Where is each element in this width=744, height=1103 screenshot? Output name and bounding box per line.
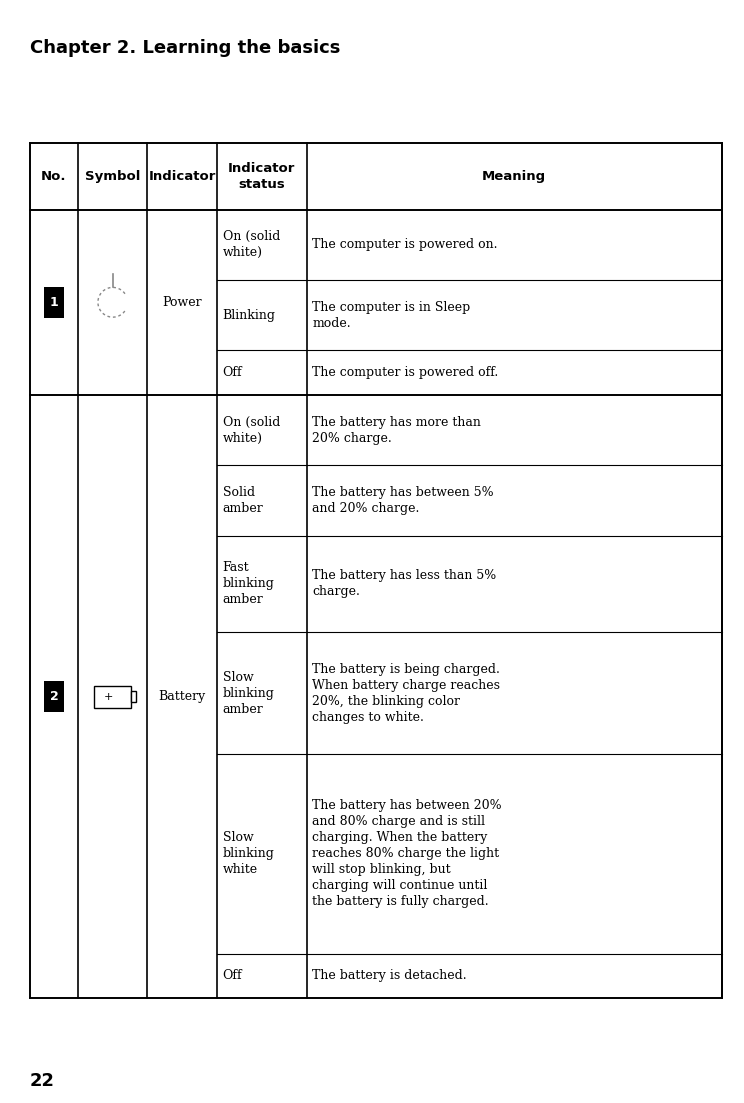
Text: The battery is being charged.
When battery charge reaches
20%, the blinking colo: The battery is being charged. When batte…: [312, 663, 501, 724]
Text: The computer is powered off.: The computer is powered off.: [312, 366, 498, 379]
Text: Off: Off: [222, 366, 242, 379]
Text: Indicator
status: Indicator status: [228, 162, 295, 191]
Text: Power: Power: [162, 296, 202, 309]
Bar: [30, 143, 722, 998]
Text: The computer is in Sleep
mode.: The computer is in Sleep mode.: [312, 301, 471, 330]
Text: 22: 22: [30, 1072, 55, 1090]
Text: Fast
blinking
amber: Fast blinking amber: [222, 561, 275, 607]
Text: Solid
amber: Solid amber: [222, 486, 263, 515]
Bar: [94, 686, 132, 708]
Text: The battery has more than
20% charge.: The battery has more than 20% charge.: [312, 416, 481, 445]
Text: The computer is powered on.: The computer is powered on.: [312, 238, 498, 251]
Text: On (solid
white): On (solid white): [222, 416, 280, 445]
Text: The battery is detached.: The battery is detached.: [312, 970, 467, 983]
Bar: [132, 692, 136, 703]
Text: Meaning: Meaning: [482, 170, 546, 183]
Text: Slow
blinking
white: Slow blinking white: [222, 832, 275, 877]
Text: Blinking: Blinking: [222, 309, 275, 322]
Text: 1: 1: [50, 296, 58, 309]
Text: Chapter 2. Learning the basics: Chapter 2. Learning the basics: [30, 39, 340, 56]
Text: Battery: Battery: [158, 690, 205, 703]
Text: The battery has between 5%
and 20% charge.: The battery has between 5% and 20% charg…: [312, 486, 494, 515]
Text: The battery has less than 5%
charge.: The battery has less than 5% charge.: [312, 569, 497, 599]
Text: +: +: [103, 692, 113, 702]
Text: Symbol: Symbol: [85, 170, 141, 183]
Bar: [44, 682, 65, 713]
Text: Slow
blinking
amber: Slow blinking amber: [222, 671, 275, 716]
Text: Off: Off: [222, 970, 242, 983]
Text: Indicator: Indicator: [148, 170, 216, 183]
Text: 2: 2: [50, 690, 58, 703]
Text: On (solid
white): On (solid white): [222, 231, 280, 259]
Bar: [44, 287, 65, 318]
Text: The battery has between 20%
and 80% charge and is still
charging. When the batte: The battery has between 20% and 80% char…: [312, 800, 502, 909]
Text: No.: No.: [41, 170, 67, 183]
